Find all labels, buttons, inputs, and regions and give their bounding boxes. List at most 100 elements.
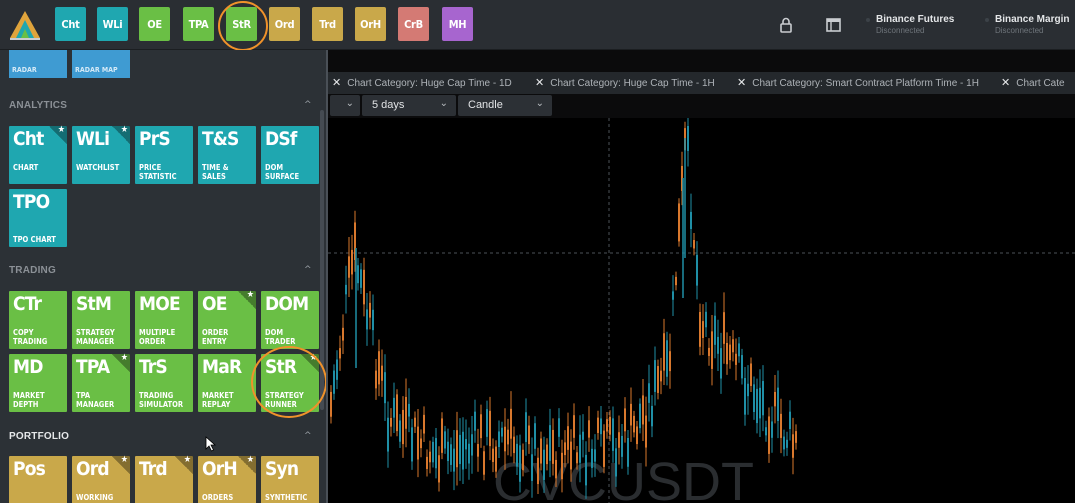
toolbar-button-mh[interactable]: MH <box>442 7 473 41</box>
window-icon[interactable] <box>822 14 844 36</box>
candle-body <box>597 417 599 433</box>
candle-body <box>642 395 644 425</box>
tab-label: Chart Cate <box>1016 78 1065 89</box>
tile-trd[interactable]: Trd ★ <box>135 455 193 503</box>
tile-dsf[interactable]: DSf DOM SURFACE <box>261 126 319 184</box>
candle-body <box>549 425 551 461</box>
candle-body <box>618 432 620 448</box>
favorite-star-icon[interactable]: ★ <box>112 455 130 474</box>
chevron-up-icon[interactable]: ^ <box>304 431 312 441</box>
chevron-up-icon[interactable]: ^ <box>304 100 312 110</box>
toolbar-button-cht[interactable]: Cht <box>55 7 86 41</box>
chart-type-select[interactable]: Candle ⌄ <box>458 95 552 116</box>
candle-body <box>738 343 740 357</box>
candle-body <box>768 416 770 454</box>
chart-tab[interactable]: ✕ Chart Category: Smart Contract Platform… <box>737 76 979 89</box>
favorite-star-icon[interactable]: ★ <box>238 290 256 309</box>
tile-description-line2: MANAGER <box>76 337 115 346</box>
chart-tab[interactable]: ✕ Chart Category: Huge Cap Time - 1D <box>332 76 512 89</box>
toolbar-button-str[interactable]: StR <box>226 7 257 41</box>
app-logo-icon[interactable] <box>8 8 42 42</box>
tile-tpa[interactable]: TPA TPA MANAGER ★ <box>72 353 130 412</box>
candlestick-plot[interactable]: CVCUSDT <box>328 118 1075 503</box>
connection-status-dot <box>866 18 870 22</box>
tab-label: Chart Category: Huge Cap Time - 1H <box>550 78 715 89</box>
tile-cht[interactable]: Cht CHART ★ <box>9 125 67 184</box>
symbol-dropdown[interactable]: ⌄ <box>330 95 360 116</box>
close-icon[interactable]: ✕ <box>737 77 747 89</box>
toolbar-button-ord[interactable]: Ord <box>269 7 300 41</box>
candle-body <box>774 391 776 407</box>
tile-description-line1: COPY <box>13 328 34 337</box>
favorite-star-icon[interactable]: ★ <box>112 353 130 372</box>
tile-oe[interactable]: OE ORDER ENTRY ★ <box>198 290 256 349</box>
tile-radar-map[interactable]: RADAR MAP <box>72 50 130 78</box>
tile-trs[interactable]: TrS TRADING SIMULATOR <box>135 354 193 412</box>
tile-ord[interactable]: Ord WORKING ★ <box>72 455 130 503</box>
mouse-cursor-icon <box>205 436 217 452</box>
close-icon[interactable]: ✕ <box>1001 77 1011 89</box>
tile-pos[interactable]: Pos <box>9 456 67 503</box>
section-title-trading: TRADING <box>9 265 56 276</box>
tile-radar[interactable]: RADAR <box>9 50 67 78</box>
period-value: 5 days <box>372 99 405 111</box>
price-chart[interactable]: CVCUSDT <box>328 118 1075 503</box>
candle-body <box>534 423 536 449</box>
candle-body <box>657 366 659 393</box>
candle-body <box>450 444 452 465</box>
period-select[interactable]: 5 days ⌄ <box>362 95 456 116</box>
favorite-star-icon[interactable]: ★ <box>238 455 256 474</box>
tile-dom[interactable]: DOM DOM TRADER <box>261 291 319 349</box>
candle-body <box>681 165 683 191</box>
candle-body <box>399 420 401 442</box>
favorite-star-icon[interactable]: ★ <box>301 353 319 372</box>
sidebar-scrollbar[interactable] <box>320 110 324 410</box>
toolbar-button-orh[interactable]: OrH <box>355 7 386 41</box>
candle-body <box>744 378 746 415</box>
chart-tab[interactable]: ✕ Chart Cate <box>1001 76 1065 89</box>
candle-body <box>366 309 368 330</box>
tile-str[interactable]: StR STRATEGY RUNNER ★ <box>261 353 319 412</box>
candle-body <box>771 421 773 438</box>
favorite-star-icon[interactable]: ★ <box>49 125 67 144</box>
candle-body <box>402 409 404 445</box>
candle-body <box>690 211 692 230</box>
toolbar-button-tpa[interactable]: TPA <box>183 7 214 41</box>
toolbar-button-crb[interactable]: CrB <box>398 7 429 41</box>
candle-body <box>567 426 569 450</box>
tile-syn[interactable]: Syn SYNTHETIC <box>261 456 319 503</box>
candle-body <box>654 360 656 392</box>
toolbar-button-trd[interactable]: Trd <box>312 7 343 41</box>
chevron-up-icon[interactable]: ^ <box>304 265 312 275</box>
tile-mar[interactable]: MaR MARKET REPLAY <box>198 354 256 412</box>
tile-tands[interactable]: T&S TIME & SALES <box>198 126 256 184</box>
candle-body <box>762 381 764 416</box>
candle-body <box>507 429 509 445</box>
tile-prs[interactable]: PrS PRICE STATISTIC <box>135 126 193 184</box>
lock-icon[interactable] <box>775 14 797 36</box>
candle-body <box>759 387 761 419</box>
candle-body <box>342 327 344 341</box>
toolbar-button-oe[interactable]: OE <box>139 7 170 41</box>
tile-tpo[interactable]: TPO TPO CHART <box>9 189 67 247</box>
close-icon[interactable]: ✕ <box>332 77 342 89</box>
tile-wli[interactable]: WLi WATCHLIST ★ <box>72 125 130 184</box>
tile-ctr[interactable]: CTr COPY TRADING <box>9 291 67 349</box>
tile-description-line1: MULTIPLE <box>139 328 176 337</box>
close-icon[interactable]: ✕ <box>535 77 545 89</box>
chart-tab[interactable]: ✕ Chart Category: Huge Cap Time - 1H <box>535 76 715 89</box>
candle-body <box>663 333 665 371</box>
tile-abbreviation: WLi <box>76 128 110 150</box>
tile-orh[interactable]: OrH ORDERS ★ <box>198 455 256 503</box>
tile-moe[interactable]: MOE MULTIPLE ORDER <box>135 291 193 349</box>
candle-body <box>795 431 797 443</box>
tile-stm[interactable]: StM STRATEGY MANAGER <box>72 291 130 349</box>
candle-body <box>351 249 353 275</box>
candle-body <box>579 434 581 463</box>
toolbar-button-wli[interactable]: WLi <box>97 7 128 41</box>
tile-md[interactable]: MD MARKET DEPTH <box>9 354 67 412</box>
panel-divider[interactable] <box>326 50 328 503</box>
favorite-star-icon[interactable]: ★ <box>112 125 130 144</box>
tile-description-line2: TRADING <box>13 337 48 346</box>
favorite-star-icon[interactable]: ★ <box>175 455 193 474</box>
